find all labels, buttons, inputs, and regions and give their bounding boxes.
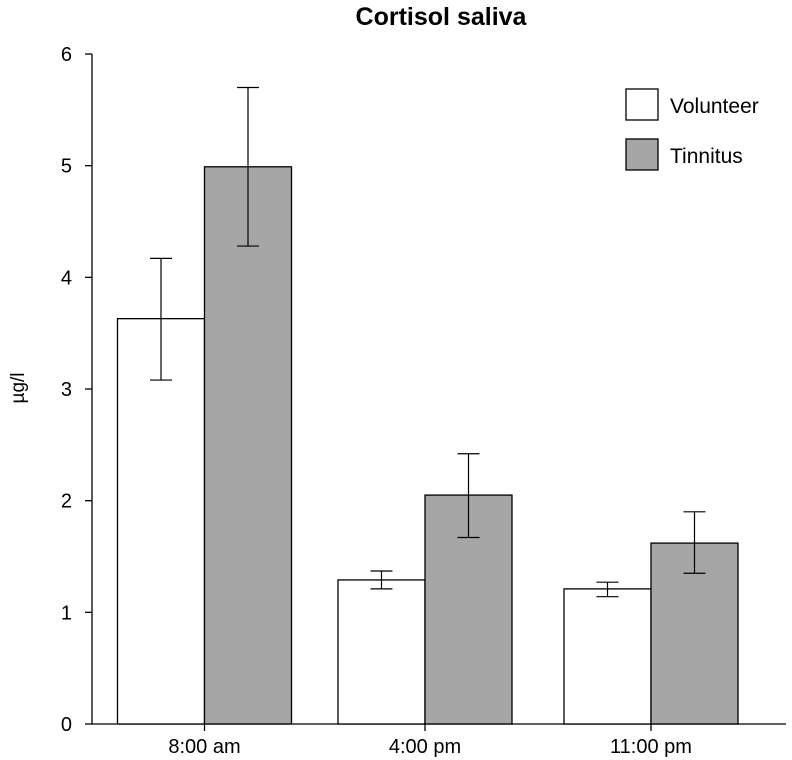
- bar-volunteer: [563, 588, 652, 725]
- legend-swatch-volunteer: [625, 88, 659, 121]
- y-tick-label: 6: [61, 44, 72, 66]
- legend-label-tinnitus: Tinnitus: [670, 145, 743, 168]
- legend: Volunteer Tinnitus: [625, 88, 759, 171]
- y-tick-label: 0: [61, 714, 72, 736]
- legend-label-volunteer: Volunteer: [670, 95, 759, 118]
- bar-tinnitus: [203, 166, 293, 725]
- legend-swatch-tinnitus: [625, 138, 659, 171]
- chart-title: Cortisol saliva: [356, 3, 528, 31]
- x-tick-label: 11:00 pm: [610, 736, 692, 758]
- y-tick-label: 5: [61, 156, 72, 178]
- bar-volunteer: [337, 579, 426, 725]
- axes: 0 1 2 3 4 5 6 8:00 am 4:00 pm 11:00 pm: [61, 44, 786, 758]
- x-tick-label: 8:00 am: [168, 736, 240, 758]
- bars: [116, 166, 739, 725]
- x-tick-label: 4:00 pm: [389, 736, 461, 758]
- y-tick-label: 2: [61, 491, 72, 513]
- y-tick-label: 4: [61, 267, 72, 289]
- y-axis-label: µg/l: [8, 372, 29, 403]
- y-tick-label: 1: [61, 602, 72, 624]
- y-tick-label: 3: [61, 379, 72, 401]
- error-bars: [150, 86, 706, 598]
